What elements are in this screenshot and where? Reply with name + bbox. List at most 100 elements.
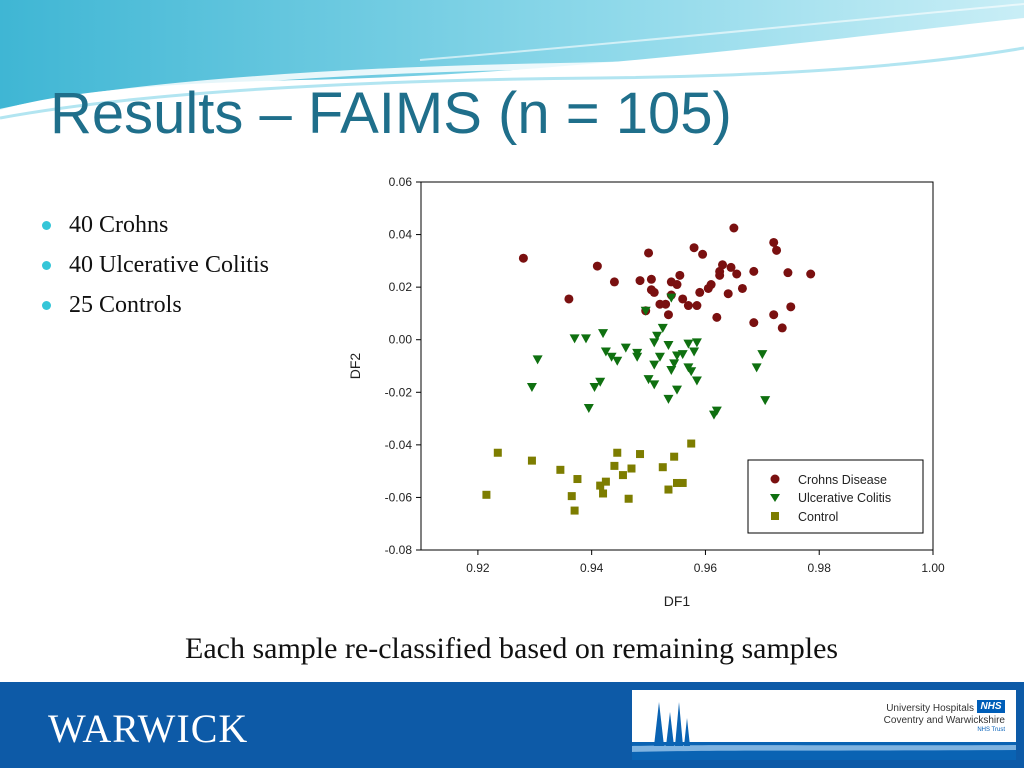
bullet-list: 40 Crohns 40 Ulcerative Colitis 25 Contr…	[40, 205, 269, 325]
y-tick-label: 0.02	[389, 280, 413, 294]
data-point-control	[678, 478, 687, 487]
data-point-crohns-disease	[769, 237, 779, 247]
x-axis-title: DF1	[664, 593, 691, 609]
data-point-crohns-disease	[729, 223, 739, 233]
data-point-crohns-disease	[689, 243, 699, 253]
data-point-ulcerative-colitis	[711, 406, 722, 416]
data-point-ulcerative-colitis	[652, 331, 663, 341]
data-point-ulcerative-colitis	[689, 347, 700, 357]
data-point-control	[493, 448, 502, 457]
data-point-ulcerative-colitis	[532, 355, 543, 365]
data-point-ulcerative-colitis	[663, 340, 674, 350]
data-point-control	[687, 439, 696, 448]
data-point-crohns-disease	[712, 312, 722, 322]
data-point-control	[601, 477, 610, 486]
data-point-control	[627, 464, 636, 473]
plot-frame	[420, 181, 934, 551]
data-point-control	[599, 489, 608, 498]
y-tick-label: -0.06	[385, 490, 413, 504]
data-point-crohns-disease	[737, 283, 747, 293]
data-point-crohns-disease	[649, 287, 659, 297]
bullet-item: 40 Ulcerative Colitis	[40, 245, 269, 285]
nhs-spires-icon	[632, 702, 1016, 760]
data-point-ulcerative-colitis	[657, 323, 668, 333]
data-point-ulcerative-colitis	[583, 404, 594, 414]
legend-marker-control	[771, 512, 779, 520]
data-point-control	[658, 463, 667, 472]
data-point-ulcerative-colitis	[649, 360, 660, 370]
slide-caption: Each sample re-classified based on remai…	[185, 632, 839, 665]
legend-label-uc: Ulcerative Colitis	[798, 491, 891, 505]
data-point-ulcerative-colitis	[640, 306, 651, 316]
data-point-control	[610, 461, 619, 470]
data-point-crohns-disease	[635, 276, 645, 286]
data-point-crohns-disease	[806, 269, 816, 279]
header-swoosh	[0, 0, 1024, 120]
data-point-control	[596, 481, 605, 490]
y-axis-title: DF2	[347, 353, 363, 380]
y-tick-label: -0.04	[385, 438, 413, 452]
data-point-crohns-disease	[663, 310, 673, 320]
data-point-ulcerative-colitis	[751, 363, 762, 373]
data-point-ulcerative-colitis	[677, 350, 688, 360]
data-point-crohns-disease	[695, 287, 705, 297]
data-point-crohns-disease	[675, 270, 685, 280]
bullet-text-crohns: 40 Crohns	[69, 212, 169, 238]
nhs-hospital-name: University Hospitals	[886, 703, 974, 714]
data-point-control	[570, 506, 579, 515]
data-point-crohns-disease	[732, 269, 742, 279]
data-point-crohns-disease	[723, 289, 733, 299]
slide-title: Results – FAIMS (n = 105)	[50, 81, 732, 146]
data-point-crohns-disease	[692, 301, 702, 311]
data-point-crohns-disease	[609, 277, 619, 287]
legend-marker-crohns	[770, 474, 780, 484]
legend-box	[747, 459, 924, 534]
data-point-crohns-disease	[564, 294, 574, 304]
data-point-control	[636, 450, 645, 459]
data-point-ulcerative-colitis	[691, 338, 702, 348]
bullet-dot-icon	[42, 221, 51, 230]
legend-label-control: Control	[798, 510, 838, 524]
y-tick-label: -0.02	[385, 385, 413, 399]
data-point-crohns-disease	[769, 310, 779, 320]
x-tick-labels: 0.92 0.94 0.96 0.98 1.00	[466, 561, 945, 575]
data-point-crohns-disease	[592, 261, 602, 271]
data-point-crohns-disease	[783, 268, 793, 278]
x-tick-label: 0.96	[694, 561, 718, 575]
data-point-ulcerative-colitis	[589, 383, 600, 393]
data-point-control	[567, 492, 576, 501]
bullet-item: 40 Crohns	[40, 205, 269, 245]
data-point-crohns-disease	[715, 270, 725, 280]
nhs-badge: NHS	[977, 700, 1005, 713]
data-point-control	[613, 448, 622, 457]
data-point-control	[527, 456, 536, 465]
y-tick-label: 0.04	[389, 228, 413, 242]
data-point-crohns-disease	[726, 262, 736, 272]
y-tick-label: -0.08	[385, 543, 413, 557]
bullet-text-uc: 40 Ulcerative Colitis	[69, 252, 269, 278]
data-point-ulcerative-colitis	[760, 396, 771, 406]
data-point-ulcerative-colitis	[757, 350, 768, 360]
data-point-ulcerative-colitis	[620, 343, 631, 353]
data-point-crohns-disease	[772, 245, 782, 255]
data-point-ulcerative-colitis	[649, 380, 660, 390]
data-point-crohns-disease	[646, 274, 656, 284]
data-point-ulcerative-colitis	[663, 394, 674, 404]
data-point-ulcerative-colitis	[683, 339, 694, 349]
data-point-crohns-disease	[777, 323, 787, 333]
data-point-crohns-disease	[672, 280, 682, 290]
data-point-ulcerative-colitis	[569, 334, 580, 344]
data-point-crohns-disease	[749, 266, 759, 276]
y-tick-label: 0.06	[389, 175, 413, 189]
data-point-ulcerative-colitis	[672, 351, 682, 361]
data-point-crohns-disease	[678, 294, 688, 304]
bullet-dot-icon	[42, 261, 51, 270]
data-point-ulcerative-colitis	[672, 385, 682, 395]
warwick-logo: WARWICK	[48, 706, 249, 751]
data-point-control	[664, 485, 673, 494]
data-point-ulcerative-colitis	[595, 377, 606, 387]
data-point-ulcerative-colitis	[632, 352, 643, 362]
data-point-crohns-disease	[698, 249, 708, 259]
legend: Crohns Disease Ulcerative Colitis Contro…	[747, 459, 924, 534]
data-point-ulcerative-colitis	[598, 329, 609, 339]
